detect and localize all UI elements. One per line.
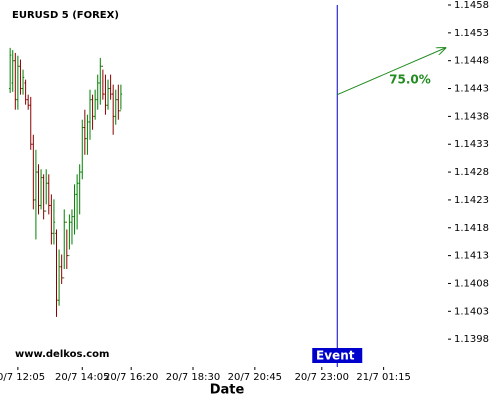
x-tick-label: 20/7 12:05 [0,372,45,383]
y-tick-label: 1.1398 [454,334,489,345]
y-tick-label: 1.1458 [454,0,489,11]
y-tick-label: 1.1453 [454,28,489,39]
x-tick-label: 20/7 18:30 [166,372,220,383]
x-tick-label: 20/7 16:20 [104,372,158,383]
y-tick-label: 1.1418 [454,223,489,234]
x-tick-label: 21/7 01:15 [356,372,410,383]
y-tick-label: 1.1428 [454,167,489,178]
y-tick-label: 1.1423 [454,195,489,206]
x-axis-label: Date [210,383,245,398]
projection-arrow [337,48,445,96]
watermark: www.delkos.com [15,349,109,360]
y-tick-label: 1.1448 [454,56,489,67]
event-label: Event [316,349,355,363]
y-tick-label: 1.1433 [454,139,489,150]
y-tick-label: 1.1443 [454,84,489,95]
projection-label: 75.0% [389,73,431,87]
x-tick-label: 20/7 23:00 [295,372,349,383]
chart-title: EURUSD 5 (FOREX) [12,10,119,21]
x-tick-label: 20/7 20:45 [228,372,282,383]
y-tick-label: 1.1403 [454,306,489,317]
event-badge [312,348,363,363]
y-tick-label: 1.1438 [454,111,489,122]
y-tick-label: 1.1408 [454,278,489,289]
x-tick-label: 20/7 14:05 [55,372,109,383]
y-tick-label: 1.1413 [454,251,489,262]
